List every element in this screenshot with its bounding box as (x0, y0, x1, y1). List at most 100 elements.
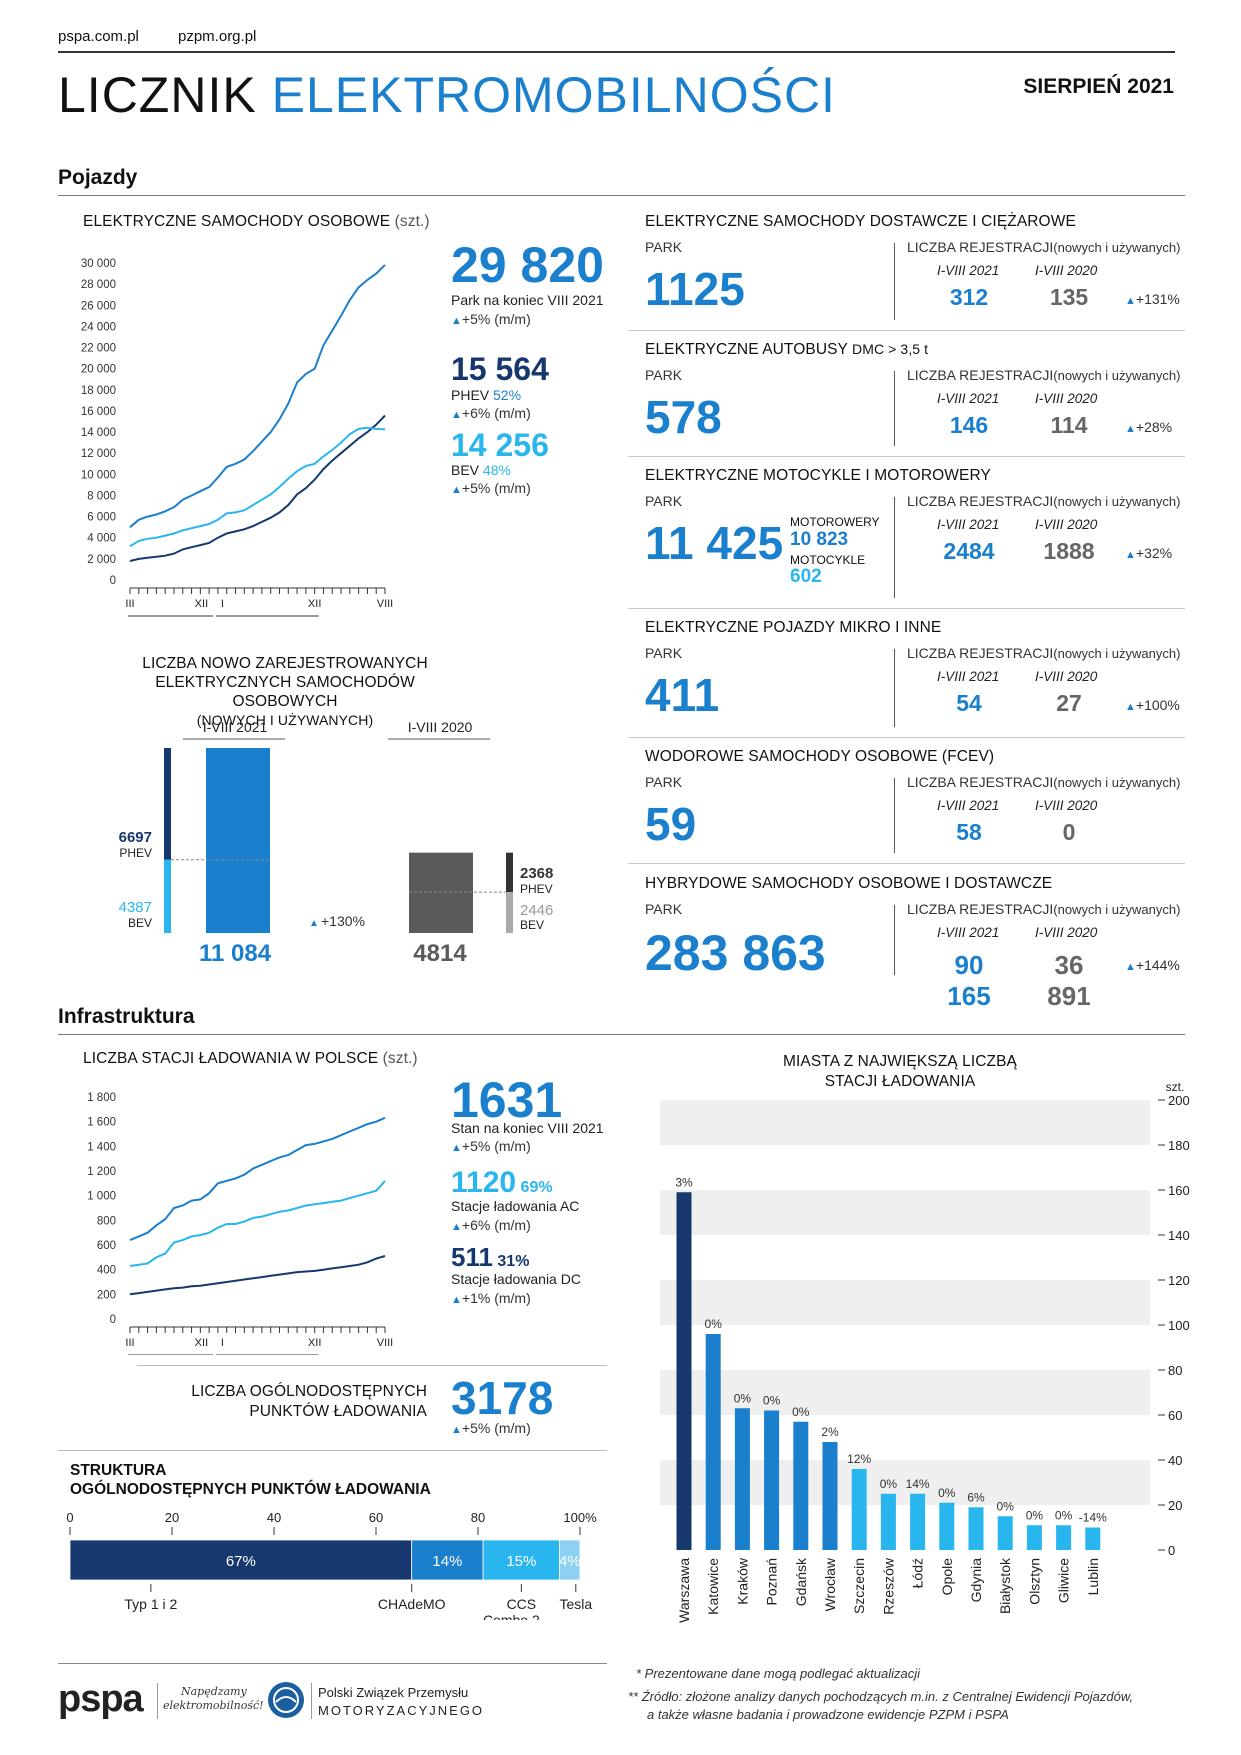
y-tick-label: 60 (1168, 1408, 1182, 1423)
category-park-value: 11 425 (645, 517, 784, 569)
segment-chademo (411, 1539, 484, 1581)
header-rule (58, 51, 1175, 53)
category-title-text: HYBRYDOWE SAMOCHODY OSOBOWE I DOSTAWCZE (645, 875, 1053, 892)
period-label-2021: I-VIII 2021 (203, 719, 268, 735)
cars-bev-share: 48% (482, 462, 511, 478)
category-reg-note: (nowych i używanych) (1053, 902, 1181, 917)
city-name: Olsztyn (1026, 1558, 1042, 1605)
stations-ac-change: ▲+6% (m/m) (451, 1217, 531, 1233)
segment-typ-1-i-2 (69, 1539, 413, 1581)
city-change-label: 2% (821, 1425, 839, 1439)
phev-2020-value: 2368 (520, 865, 553, 882)
category-title-text: ELEKTRYCZNE POJAZDY MIKRO I INNE (645, 619, 942, 636)
category-separator (628, 608, 1185, 609)
y-tick-label: 20 (1168, 1498, 1182, 1513)
category-change: ▲+144% (1125, 957, 1180, 973)
cars-title-text: ELEKTRYCZNE SAMOCHODY OSOBOWE (83, 213, 391, 230)
cars-chart-title: ELEKTRYCZNE SAMOCHODY OSOBOWE (szt.) (83, 213, 430, 231)
city-name: Gliwice (1056, 1558, 1072, 1603)
city-change-label: 14% (906, 1477, 930, 1491)
cars-total-change-text: +5% (m/m) (461, 311, 531, 327)
stations-chart-title: LICZBA STACJI ŁADOWANIA W POLSCE (szt.) (83, 1050, 418, 1068)
bar-bev-2020 (506, 892, 513, 933)
city-bar (822, 1442, 838, 1550)
category-reg-a: 54 (956, 690, 982, 716)
stations-total-label: Stan na koniec VIII 2021 (451, 1120, 604, 1136)
y-tick-label: 14 000 (81, 427, 116, 439)
cars-phev-share: 52% (493, 387, 522, 403)
up-triangle-icon: ▲ (1125, 295, 1136, 307)
y-tick-label: 16 000 (81, 406, 116, 418)
x-tick-label: III (125, 598, 134, 610)
category-reg-label-text: LICZBA REJESTRACJI (907, 645, 1054, 661)
category-reg-note: (nowych i używanych) (1053, 240, 1181, 255)
category-reg-label: LICZBA REJESTRACJI(nowych i używanych) (907, 239, 1180, 255)
category-reg-b: 36 891 (1047, 950, 1091, 1011)
title-part-b: ELEKTROMOBILNOŚCI (271, 67, 836, 123)
structure-stacked-bar: 0 20 40 60 80 100% 67% 14% 15% 4% Typ 1 i 2 CHAdeMO… (66, 1510, 597, 1620)
cars-total-label: Park na koniec VIII 2021 (451, 292, 604, 308)
points-value: 3178 (451, 1372, 554, 1424)
points-change: ▲+5% (m/m) (451, 1420, 531, 1436)
stations-dc-value: 511 (451, 1242, 493, 1272)
city-bar (997, 1516, 1013, 1550)
category-divider (894, 649, 895, 727)
x-tick-label: VIII (377, 1337, 394, 1349)
category-period-a: I-VIII 2021 (937, 925, 1000, 940)
footnote-1: * Prezentowane dane mogą podlegać aktual… (636, 1666, 921, 1681)
category-change-text: +100% (1135, 697, 1180, 713)
points-change-text: +5% (m/m) (461, 1420, 531, 1436)
phev-2021-value: 6697 (119, 829, 152, 846)
city-bar (880, 1493, 896, 1550)
y-tick-label: 10 000 (81, 469, 116, 481)
category-park-label: PARK (645, 239, 683, 255)
footnote-2: ** Źródło: złożone analizy danych pochod… (628, 1689, 1134, 1704)
category-change-text: +144% (1135, 957, 1180, 973)
category-reg-label-text: LICZBA REJESTRACJI (907, 239, 1054, 255)
category-reg-label: LICZBA REJESTRACJI(nowych i używanych) (907, 774, 1180, 790)
category-reg-label-text: LICZBA REJESTRACJI (907, 774, 1054, 790)
up-triangle-icon: ▲ (1125, 701, 1136, 713)
city-bar (793, 1421, 809, 1550)
segment-tesla (559, 1539, 581, 1581)
city-name: Rzeszów (880, 1557, 896, 1615)
pspa-logo[interactable]: pspa (58, 1680, 144, 1718)
category-period-b: I-VIII 2020 (1035, 925, 1098, 940)
y-tick-label: 160 (1168, 1183, 1190, 1198)
category-change: ▲+32% (1125, 545, 1172, 561)
city-name: Gdynia (968, 1558, 984, 1603)
category-period-b: I-VIII 2020 (1035, 517, 1098, 532)
x-tick-label: I (221, 598, 224, 610)
cars-phev-change: ▲+6% (m/m) (451, 405, 531, 421)
city-change-label: 0% (705, 1317, 723, 1331)
category-separator (628, 330, 1185, 331)
structure-title: STRUKTURA OGÓLNODOSTĘPNYCH PUNKTÓW ŁADOW… (70, 1461, 431, 1499)
category-park-value: 283 863 (645, 925, 826, 981)
city-bar (1056, 1525, 1072, 1550)
category-divider (894, 243, 895, 320)
y-tick-label: 2 000 (87, 554, 116, 566)
category-park-value: 578 (645, 391, 722, 443)
category-reg-label: LICZBA REJESTRACJI(nowych i używanych) (907, 493, 1180, 509)
header-link-pspa[interactable]: pspa.com.pl (58, 28, 139, 45)
y-tick-label: 0 (110, 1314, 116, 1326)
city-change-label: 0% (763, 1394, 781, 1408)
category-park-label: PARK (645, 645, 683, 661)
total-2020-value: 4814 (413, 940, 467, 967)
category-period-a: I-VIII 2021 (937, 391, 1000, 406)
header-link-pzpm[interactable]: pzpm.org.pl (178, 28, 257, 45)
y-tick-label: 1 000 (87, 1191, 116, 1203)
category-title: ELEKTRYCZNE POJAZDY MIKRO I INNE (645, 619, 941, 637)
category-period-b: I-VIII 2020 (1035, 669, 1098, 684)
up-triangle-icon: ▲ (451, 409, 462, 421)
bev-2021-value: 4387 (119, 899, 152, 916)
city-bar (910, 1493, 926, 1550)
structure-title-line2: OGÓLNODOSTĘPNYCH PUNKTÓW ŁADOWANIA (70, 1481, 431, 1498)
y-tick-label: 6 000 (87, 512, 116, 524)
up-triangle-icon: ▲ (1125, 961, 1136, 973)
y-tick-label: 400 (97, 1265, 116, 1277)
reg-title-line1: LICZBA NOWO ZAREJESTROWANYCH (142, 655, 428, 672)
x-tick-label: 60 (369, 1510, 383, 1525)
pzpm-logo[interactable] (266, 1680, 306, 1720)
category-reg-label-text: LICZBA REJESTRACJI (907, 367, 1054, 383)
